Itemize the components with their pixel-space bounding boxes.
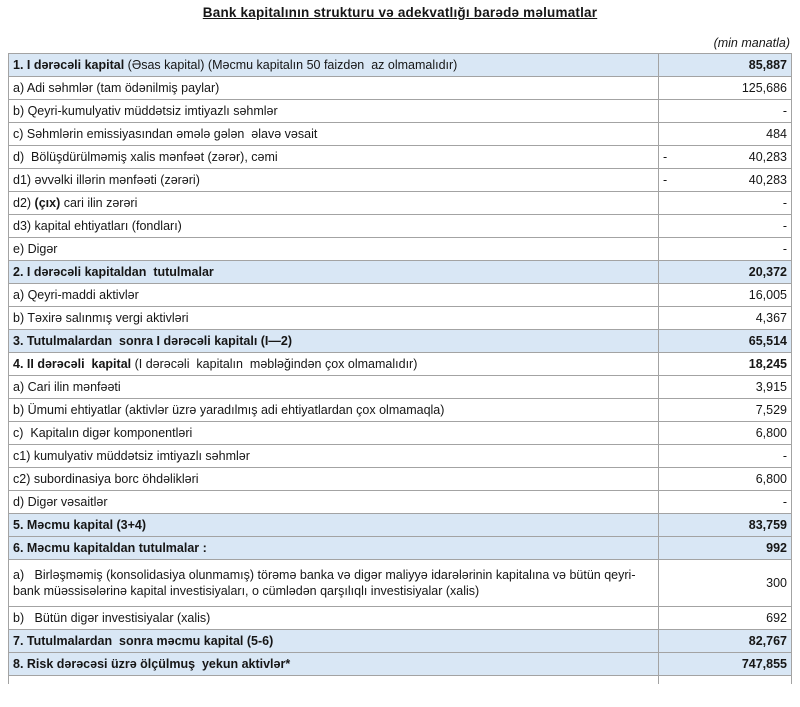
table-row: c) Səhmlərin emissiyasından əmələ gələn … bbox=[8, 122, 792, 146]
table-row: d3) kapital ehtiyatları (fondları) - bbox=[8, 214, 792, 238]
row-value: 7,529 bbox=[658, 398, 792, 422]
row-value: 692 bbox=[658, 606, 792, 630]
table-row: a) Birləşməmiş (konsolidasiya olunmamış)… bbox=[8, 559, 792, 607]
row-label: a) Adi səhmlər (tam ödənilmiş paylar) bbox=[8, 76, 659, 100]
row-label: b) Qeyri-kumulyativ müddətsiz imtiyazlı … bbox=[8, 99, 659, 123]
row-value: -40,283 bbox=[658, 145, 792, 169]
row-label: 1. I dərəcəli kapital (Əsas kapital) (Mə… bbox=[8, 53, 659, 77]
table-row: a) Qeyri-maddi aktivlər 16,005 bbox=[8, 283, 792, 307]
negative-sign: - bbox=[663, 150, 668, 164]
row-label: 8. Risk dərəcəsi üzrə ölçülmuş yekun akt… bbox=[8, 652, 659, 676]
row-label: 6. Məcmu kapitaldan tutulmalar : bbox=[8, 536, 659, 560]
row-label: 3. Tutulmalardan sonra I dərəcəli kapita… bbox=[8, 329, 659, 353]
table-row: 4. II dərəcəli kapital (I dərəcəli kapit… bbox=[8, 352, 792, 376]
row-label: c) Kapitalın digər komponentləri bbox=[8, 421, 659, 445]
unit-note: (min manatla) bbox=[713, 36, 790, 50]
row-label: a) Birləşməmiş (konsolidasiya olunmamış)… bbox=[8, 559, 659, 607]
table-row: b) Təxirə salınmış vergi aktivləri 4,367 bbox=[8, 306, 792, 330]
table-row: c2) subordinasiya borc öhdəlikləri 6,800 bbox=[8, 467, 792, 491]
row-label: 2. I dərəcəli kapitaldan tutulmalar bbox=[8, 260, 659, 284]
table-row: a) Adi səhmlər (tam ödənilmiş paylar) 125… bbox=[8, 76, 792, 100]
table-row: 6. Məcmu kapitaldan tutulmalar :992 bbox=[8, 536, 792, 560]
row-value: 3,915 bbox=[658, 375, 792, 399]
row-value: 4,367 bbox=[658, 306, 792, 330]
row-value: - bbox=[658, 99, 792, 123]
table-row: 3. Tutulmalardan sonra I dərəcəli kapita… bbox=[8, 329, 792, 353]
row-value: 6,800 bbox=[658, 421, 792, 445]
row-value: 300 bbox=[658, 559, 792, 607]
row-value: 83,759 bbox=[658, 513, 792, 537]
row-label: b) Ümumi ehtiyatlar (aktivlər üzrə yarad… bbox=[8, 398, 659, 422]
table-row: 5. Məcmu kapital (3+4) 83,759 bbox=[8, 513, 792, 537]
row-value: 18,245 bbox=[658, 352, 792, 376]
table-row bbox=[8, 675, 792, 684]
table-row: b) Qeyri-kumulyativ müddətsiz imtiyazlı … bbox=[8, 99, 792, 123]
table-row: d) Digər vəsaitlər - bbox=[8, 490, 792, 514]
table-row: b) Bütün digər investisiyalar (xalis) 692 bbox=[8, 606, 792, 630]
row-value: 6,800 bbox=[658, 467, 792, 491]
table-row: b) Ümumi ehtiyatlar (aktivlər üzrə yarad… bbox=[8, 398, 792, 422]
row-value: 992 bbox=[658, 536, 792, 560]
row-label: d2) (çıx) cari ilin zərəri bbox=[8, 191, 659, 215]
table-row: c) Kapitalın digər komponentləri 6,800 bbox=[8, 421, 792, 445]
row-value: 20,372 bbox=[658, 260, 792, 284]
row-label: d) Digər vəsaitlər bbox=[8, 490, 659, 514]
capital-structure-table: 1. I dərəcəli kapital (Əsas kapital) (Mə… bbox=[8, 53, 792, 684]
row-value bbox=[658, 675, 792, 684]
row-label: a) Qeyri-maddi aktivlər bbox=[8, 283, 659, 307]
row-label: d3) kapital ehtiyatları (fondları) bbox=[8, 214, 659, 238]
table-row: 1. I dərəcəli kapital (Əsas kapital) (Mə… bbox=[8, 53, 792, 77]
table-row: e) Digər - bbox=[8, 237, 792, 261]
table-body: 1. I dərəcəli kapital (Əsas kapital) (Mə… bbox=[8, 53, 792, 684]
row-label: b) Təxirə salınmış vergi aktivləri bbox=[8, 306, 659, 330]
row-value: - bbox=[658, 191, 792, 215]
table-row: 8. Risk dərəcəsi üzrə ölçülmuş yekun akt… bbox=[8, 652, 792, 676]
row-value: -40,283 bbox=[658, 168, 792, 192]
page-title: Bank kapitalının strukturu və adekvatlığ… bbox=[202, 5, 598, 20]
row-value: - bbox=[658, 214, 792, 238]
table-row: 2. I dərəcəli kapitaldan tutulmalar 20,37… bbox=[8, 260, 792, 284]
row-value: 65,514 bbox=[658, 329, 792, 353]
row-label: c1) kumulyativ müddətsiz imtiyazlı səhml… bbox=[8, 444, 659, 468]
row-label bbox=[8, 675, 659, 684]
table-row: c1) kumulyativ müddətsiz imtiyazlı səhml… bbox=[8, 444, 792, 468]
row-value: 747,855 bbox=[658, 652, 792, 676]
row-value: 16,005 bbox=[658, 283, 792, 307]
row-label: b) Bütün digər investisiyalar (xalis) bbox=[8, 606, 659, 630]
row-value: - bbox=[658, 444, 792, 468]
table-row: d2) (çıx) cari ilin zərəri - bbox=[8, 191, 792, 215]
row-label: 7. Tutulmalardan sonra məcmu kapital (5-… bbox=[8, 629, 659, 653]
row-label: 5. Məcmu kapital (3+4) bbox=[8, 513, 659, 537]
table-row: d1) əvvəlki illərin mənfəəti (zərəri) -40… bbox=[8, 168, 792, 192]
table-row: 7. Tutulmalardan sonra məcmu kapital (5-… bbox=[8, 629, 792, 653]
row-value: - bbox=[658, 237, 792, 261]
row-label: d) Bölüşdürülməmiş xalis mənfəət (zərər)… bbox=[8, 145, 659, 169]
row-value: 85,887 bbox=[658, 53, 792, 77]
row-label: c) Səhmlərin emissiyasından əmələ gələn … bbox=[8, 122, 659, 146]
row-label: d1) əvvəlki illərin mənfəəti (zərəri) bbox=[8, 168, 659, 192]
row-label: e) Digər bbox=[8, 237, 659, 261]
row-label: a) Cari ilin mənfəəti bbox=[8, 375, 659, 399]
table-row: d) Bölüşdürülməmiş xalis mənfəət (zərər)… bbox=[8, 145, 792, 169]
row-value: 125,686 bbox=[658, 76, 792, 100]
row-value: 82,767 bbox=[658, 629, 792, 653]
row-value: 484 bbox=[658, 122, 792, 146]
row-value: - bbox=[658, 490, 792, 514]
row-label: c2) subordinasiya borc öhdəlikləri bbox=[8, 467, 659, 491]
negative-sign: - bbox=[663, 173, 668, 187]
row-label: 4. II dərəcəli kapital (I dərəcəli kapit… bbox=[8, 352, 659, 376]
table-row: a) Cari ilin mənfəəti 3,915 bbox=[8, 375, 792, 399]
